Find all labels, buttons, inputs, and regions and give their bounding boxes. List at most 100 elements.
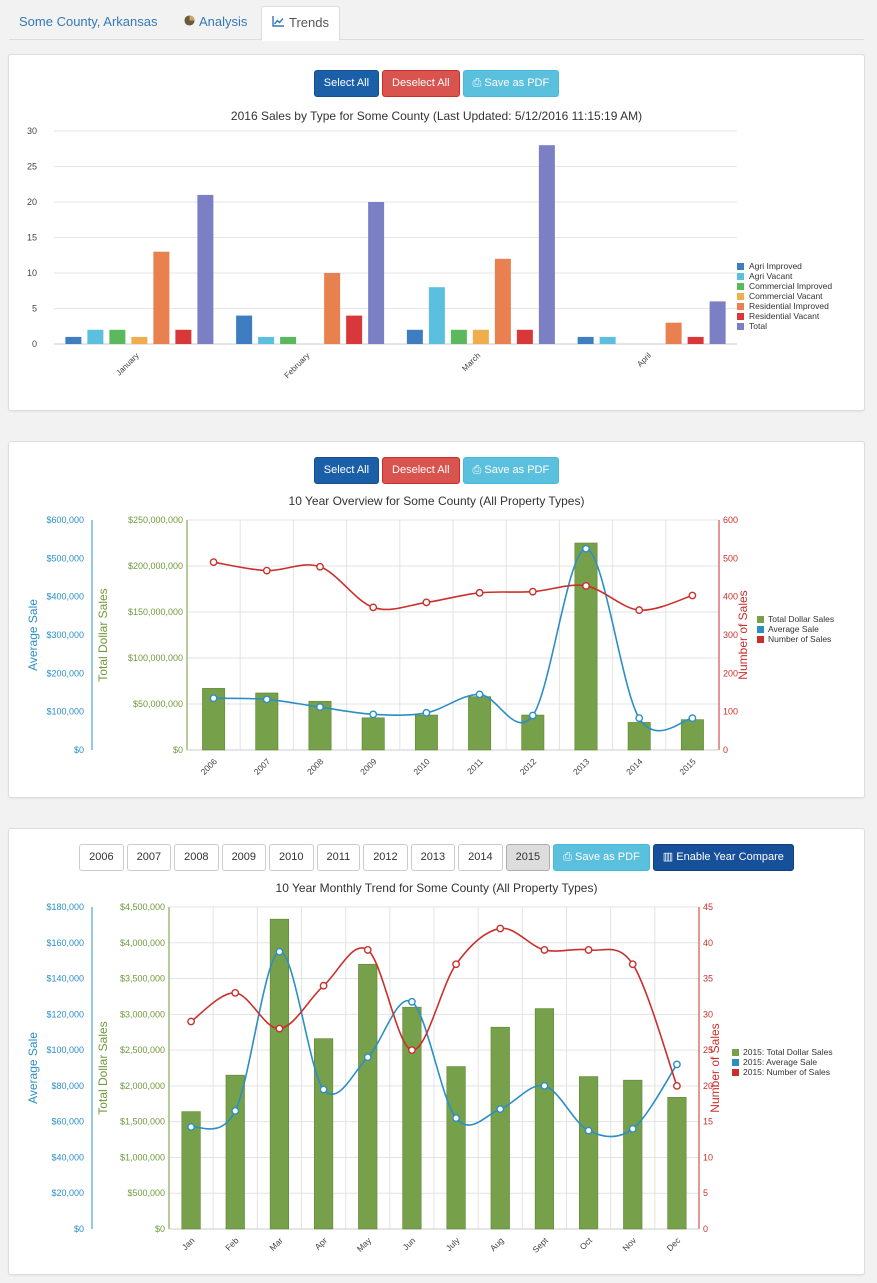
deselect-all-button[interactable]: Deselect All <box>382 457 460 484</box>
x-tick-label: July <box>444 1235 462 1253</box>
line-number-of-sales <box>213 561 693 611</box>
bar-residential-vacant <box>346 315 363 344</box>
total-dollar-tick: $3,500,000 <box>120 974 165 984</box>
number-sales-tick: 100 <box>723 707 738 717</box>
legend-label: Commercial Vacant <box>749 291 823 301</box>
legend-label: Total <box>749 321 767 331</box>
average-sale-tick: $80,000 <box>51 1081 84 1091</box>
point-2015-number-of-sales <box>628 960 637 969</box>
x-tick-label: Jun <box>401 1235 418 1252</box>
year-button-2012[interactable]: 2012 <box>363 844 408 871</box>
select-all-button[interactable]: Select All <box>313 70 380 97</box>
bar-agri-vacant <box>599 336 616 344</box>
pie-chart-icon <box>184 6 195 38</box>
total-dollar-tick: $150,000,000 <box>128 607 183 617</box>
bar-agri-vacant <box>428 287 445 344</box>
legend-swatch <box>757 626 764 633</box>
enable-year-compare-button[interactable]: ▥ Enable Year Compare <box>652 844 794 871</box>
bar-chart-icon: ▥ <box>662 851 677 863</box>
year-button-2010[interactable]: 2010 <box>269 844 314 871</box>
bar-agri-improved <box>406 329 423 344</box>
total-dollar-tick: $50,000,000 <box>133 699 183 709</box>
tab-bar: Some County, Arkansas Analysis Trends <box>9 4 864 41</box>
save-pdf-button[interactable]: ⎙ Save as PDF <box>553 844 650 871</box>
bar-total-dollar-sales <box>490 1026 510 1230</box>
x-tick-label: May <box>355 1235 374 1254</box>
y-tick-label: 20 <box>27 197 37 207</box>
tab-trends[interactable]: Trends <box>261 6 340 41</box>
total-dollar-tick: $4,500,000 <box>120 902 165 912</box>
legend-swatch <box>757 636 764 643</box>
point-number-of-sales <box>369 603 378 612</box>
x-tick-label: 2011 <box>465 756 485 776</box>
total-dollar-tick: $0 <box>155 1224 165 1234</box>
number-sales-tick: 30 <box>703 1009 713 1019</box>
x-tick-label: Feb <box>223 1235 241 1253</box>
bar-commercial-improved <box>109 329 126 344</box>
x-tick-label: 2012 <box>518 756 539 777</box>
printer-icon: ⎙ <box>472 77 485 89</box>
average-sale-tick: $60,000 <box>51 1117 84 1127</box>
x-tick-label: 2008 <box>305 756 326 777</box>
average-sale-tick: $200,000 <box>46 668 84 678</box>
point-2015-average-sale <box>319 1085 328 1094</box>
bar-total-dollar-sales <box>574 542 598 751</box>
legend-swatch <box>737 263 744 270</box>
deselect-all-button[interactable]: Deselect All <box>382 70 460 97</box>
legend-swatch <box>737 313 744 320</box>
total-dollar-tick: $500,000 <box>127 1188 165 1198</box>
average-sale-tick: $140,000 <box>46 974 84 984</box>
total-dollar-tick: $0 <box>173 745 183 755</box>
legend-label: Agri Improved <box>749 261 802 271</box>
select-all-button[interactable]: Select All <box>313 457 380 484</box>
x-tick-label: 2009 <box>358 756 379 777</box>
bar-total-dollar-sales <box>358 963 378 1230</box>
year-button-2008[interactable]: 2008 <box>174 844 219 871</box>
average-sale-tick: $100,000 <box>46 707 84 717</box>
legend-label: Agri Vacant <box>749 271 793 281</box>
tab-county[interactable]: Some County, Arkansas <box>9 6 168 38</box>
tab-analysis[interactable]: Analysis <box>174 6 257 38</box>
bar-residential-vacant <box>175 329 192 344</box>
year-button-2014[interactable]: 2014 <box>458 844 503 871</box>
number-sales-tick: 200 <box>723 668 738 678</box>
year-button-2015[interactable]: 2015 <box>505 844 551 871</box>
year-button-2013[interactable]: 2013 <box>410 844 456 871</box>
legend-label: Residential Improved <box>749 301 829 311</box>
bar-residential-improved <box>665 322 682 344</box>
point-number-of-sales <box>582 582 590 590</box>
point-2015-number-of-sales <box>187 1017 195 1026</box>
point-2015-average-sale <box>496 1105 505 1114</box>
save-pdf-button[interactable]: ⎙ Save as PDF <box>462 457 560 484</box>
x-tick-label: Apr <box>313 1235 330 1252</box>
save-pdf-button[interactable]: ⎙ Save as PDF <box>462 70 560 97</box>
year-button-2011[interactable]: 2011 <box>316 844 361 871</box>
year-button-2006[interactable]: 2006 <box>79 844 124 871</box>
total-dollar-tick: $2,500,000 <box>120 1045 165 1055</box>
printer-icon: ⎙ <box>472 464 485 476</box>
bar-total-dollar-sales <box>181 1111 201 1230</box>
point-average-sale <box>422 708 431 717</box>
total-dollar-tick: $4,000,000 <box>120 938 165 948</box>
legend-swatch <box>737 323 744 330</box>
bar-total-dollar-sales <box>308 700 332 751</box>
y-tick-label: 5 <box>32 304 37 314</box>
total-dollar-tick: $250,000,000 <box>128 515 183 525</box>
year-button-2009[interactable]: 2009 <box>221 844 267 871</box>
bar-total <box>197 194 214 344</box>
point-number-of-sales <box>635 606 644 614</box>
point-2015-number-of-sales <box>540 946 549 954</box>
chart-title: 10 Year Monthly Trend for Some County (A… <box>275 881 598 895</box>
number-sales-tick: 40 <box>703 938 713 948</box>
point-2015-number-of-sales <box>673 1081 681 1090</box>
x-tick-label: 2013 <box>571 756 592 777</box>
average-sale-tick: $500,000 <box>46 553 84 563</box>
average-sale-tick: $400,000 <box>46 592 84 602</box>
bar-total-dollar-sales <box>314 1038 334 1230</box>
bar-residential-vacant <box>687 336 704 344</box>
point-2015-average-sale <box>452 1114 460 1122</box>
bar-total-dollar-sales <box>361 717 385 751</box>
bar-agri-improved <box>236 315 253 344</box>
bar-commercial-improved <box>280 336 297 344</box>
year-button-2007[interactable]: 2007 <box>126 844 172 871</box>
